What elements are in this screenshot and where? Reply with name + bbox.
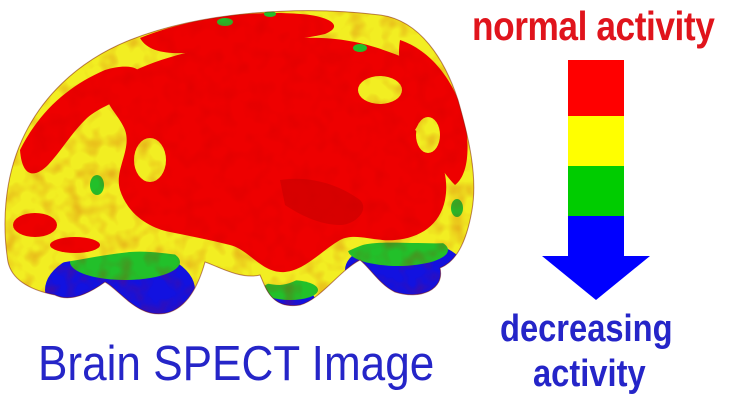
scale-level-green bbox=[568, 166, 624, 216]
activity-label: activity bbox=[533, 353, 646, 395]
decreasing-label: decreasing bbox=[500, 308, 673, 350]
brain-texture-overlay bbox=[4, 10, 474, 314]
image-caption: Brain SPECT Image bbox=[38, 337, 435, 391]
scale-arrow-head bbox=[542, 256, 650, 300]
brain-render bbox=[4, 10, 474, 314]
normal-activity-label: normal activity bbox=[472, 3, 715, 49]
scale-level-blue bbox=[568, 216, 624, 256]
brain-outline bbox=[4, 10, 475, 315]
scale-level-yellow bbox=[568, 116, 624, 166]
activity-scale-arrow bbox=[542, 60, 650, 300]
scale-level-red bbox=[568, 60, 624, 116]
